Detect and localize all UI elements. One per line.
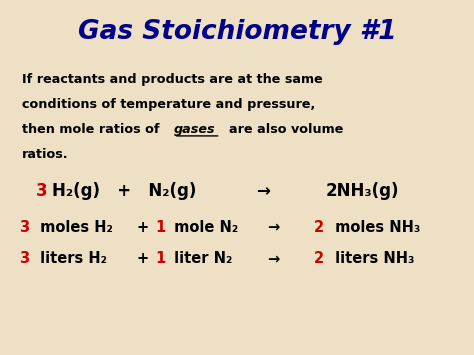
Text: mole N₂: mole N₂	[169, 220, 238, 235]
Text: +: +	[137, 251, 148, 266]
Text: moles H₂: moles H₂	[35, 220, 112, 235]
Text: 1: 1	[155, 220, 165, 235]
Text: 3: 3	[19, 220, 29, 235]
Text: liters H₂: liters H₂	[35, 251, 107, 266]
Text: 2NH₃(g): 2NH₃(g)	[326, 182, 400, 200]
Text: conditions of temperature and pressure,: conditions of temperature and pressure,	[21, 98, 315, 111]
Text: liters NH₃: liters NH₃	[330, 251, 414, 266]
Text: H₂(g)   +   N₂(g): H₂(g) + N₂(g)	[52, 182, 196, 200]
Text: are also volume: are also volume	[219, 123, 343, 136]
Text: 1: 1	[155, 251, 165, 266]
Text: 3: 3	[36, 182, 47, 200]
Text: If reactants and products are at the same: If reactants and products are at the sam…	[21, 73, 322, 86]
Text: →: →	[256, 182, 270, 200]
Text: 2: 2	[314, 251, 324, 266]
Text: then mole ratios of: then mole ratios of	[21, 123, 164, 136]
Text: moles NH₃: moles NH₃	[330, 220, 420, 235]
Text: gases: gases	[174, 123, 215, 136]
Text: →: →	[267, 251, 280, 266]
Text: 3: 3	[19, 251, 29, 266]
Text: liter N₂: liter N₂	[169, 251, 232, 266]
Text: +: +	[137, 220, 148, 235]
Text: →: →	[267, 220, 280, 235]
Text: ratios.: ratios.	[21, 148, 68, 161]
Text: Gas Stoichiometry #1: Gas Stoichiometry #1	[78, 18, 396, 44]
Text: 2: 2	[314, 220, 324, 235]
